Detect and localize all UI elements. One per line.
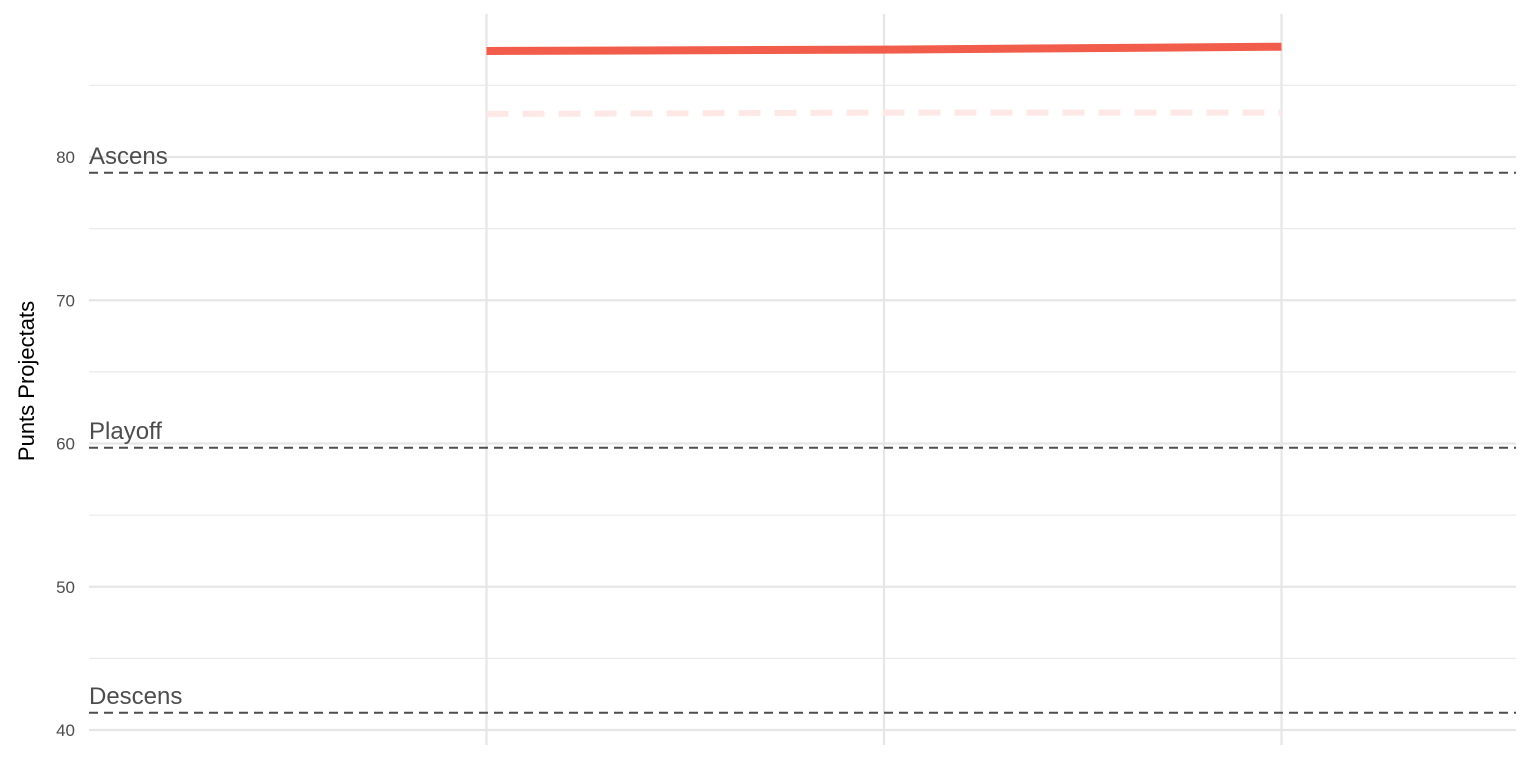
major-gridlines	[89, 14, 1516, 745]
reference-line-label: Playoff	[89, 418, 162, 445]
y-tick-label: 70	[56, 291, 75, 310]
reference-line-label: Ascens	[89, 143, 168, 170]
y-tick-label: 50	[56, 578, 75, 597]
reference-lines: Ascens Playoff Descens	[89, 143, 1516, 714]
y-tick-label: 40	[56, 721, 75, 740]
y-tick-label: 60	[56, 435, 75, 454]
series-lines	[486, 42, 1282, 117]
minor-gridlines	[89, 84, 1516, 659]
y-axis-tick-labels: 40 50 60 70 80	[56, 148, 75, 740]
series-line-solid	[486, 42, 1282, 55]
series-line-dashed	[486, 109, 1282, 117]
reference-line-label: Descens	[89, 683, 182, 710]
y-axis-title: Punts Projectats	[14, 301, 39, 461]
y-tick-label: 80	[56, 148, 75, 167]
